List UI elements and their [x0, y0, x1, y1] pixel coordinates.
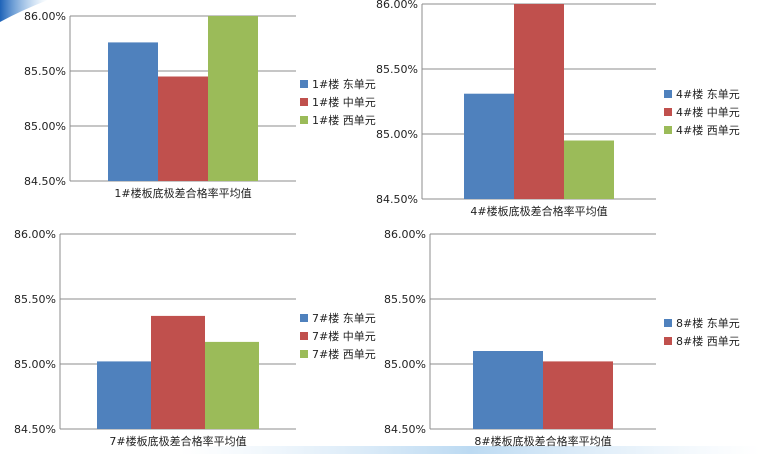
legend-entry: 4#楼 西单元: [676, 123, 740, 137]
y-tick-label: 85.00%: [24, 120, 66, 133]
bar-1: [97, 361, 151, 429]
chart-panel: 84.50% 85.00% 85.50% 86.00% 8#楼板底极差合格率平均值 8#楼…: [384, 228, 740, 448]
bar-3: [208, 16, 258, 181]
y-tick-label: 85.00%: [14, 358, 56, 371]
y-tick-label: 85.50%: [24, 65, 66, 78]
legend-swatch: [300, 116, 308, 124]
legend-entry: 1#楼 东单元: [312, 77, 376, 91]
legend-swatch: [664, 126, 672, 134]
legend-entry: 8#楼 东单元: [676, 316, 740, 330]
bar-1: [473, 351, 543, 429]
legend-swatch: [300, 350, 308, 358]
legend-swatch: [300, 80, 308, 88]
legend-swatch: [300, 332, 308, 340]
legend-entry: 8#楼 西单元: [676, 334, 740, 348]
legend-entry: 1#楼 西单元: [312, 113, 376, 127]
legend-swatch: [664, 108, 672, 116]
y-tick-label: 85.50%: [14, 293, 56, 306]
legend-swatch: [300, 314, 308, 322]
legend-entry: 1#楼 中单元: [312, 95, 376, 109]
legend-entry: 7#楼 西单元: [312, 347, 376, 361]
y-tick-label: 85.50%: [376, 63, 418, 76]
legend-entry: 7#楼 中单元: [312, 329, 376, 343]
bar-2: [543, 361, 613, 429]
corner-swoosh: [0, 0, 48, 22]
legend-entry: 4#楼 中单元: [676, 105, 740, 119]
bar-1: [108, 42, 158, 182]
legend-entry: 7#楼 东单元: [312, 311, 376, 325]
bar-2: [151, 315, 205, 429]
legend-swatch: [664, 319, 672, 327]
x-axis-label: 7#楼板底极差合格率平均值: [109, 434, 246, 448]
bar-3: [564, 140, 614, 199]
bottom-glow: [180, 446, 760, 454]
y-tick-label: 85.50%: [384, 293, 426, 306]
y-tick-label: 84.50%: [24, 175, 66, 188]
legend-swatch: [664, 90, 672, 98]
y-tick-label: 85.00%: [376, 128, 418, 141]
y-tick-label: 86.00%: [24, 10, 66, 23]
chart-panel: 84.50% 85.00% 85.50% 86.00% 7#楼板底极差合格率平均值 7#楼…: [14, 228, 376, 448]
chart-panel: 84.50% 85.00% 85.50% 86.00% 4#楼板底极差合格率平均值 4#楼…: [376, 0, 740, 218]
legend-swatch: [664, 337, 672, 345]
legend-entry: 4#楼 东单元: [676, 87, 740, 101]
bar-1: [464, 93, 514, 199]
y-tick-label: 85.00%: [384, 358, 426, 371]
x-axis-label: 8#楼板底极差合格率平均值: [474, 434, 611, 448]
y-tick-label: 84.50%: [14, 423, 56, 436]
y-tick-label: 86.00%: [376, 0, 418, 11]
x-axis-label: 1#楼板底极差合格率平均值: [114, 186, 251, 200]
chart-panel: 84.50% 85.00% 85.50% 86.00% 1#楼板底极差合格率平均值 1#楼…: [24, 10, 376, 200]
bar-2: [158, 76, 208, 181]
x-axis-label: 4#楼板底极差合格率平均值: [470, 204, 607, 218]
y-tick-label: 86.00%: [14, 228, 56, 241]
bar-3: [205, 341, 259, 429]
y-tick-label: 86.00%: [384, 228, 426, 241]
y-tick-label: 84.50%: [376, 193, 418, 206]
bar-2: [514, 4, 564, 199]
y-tick-label: 84.50%: [384, 423, 426, 436]
legend-swatch: [300, 98, 308, 106]
